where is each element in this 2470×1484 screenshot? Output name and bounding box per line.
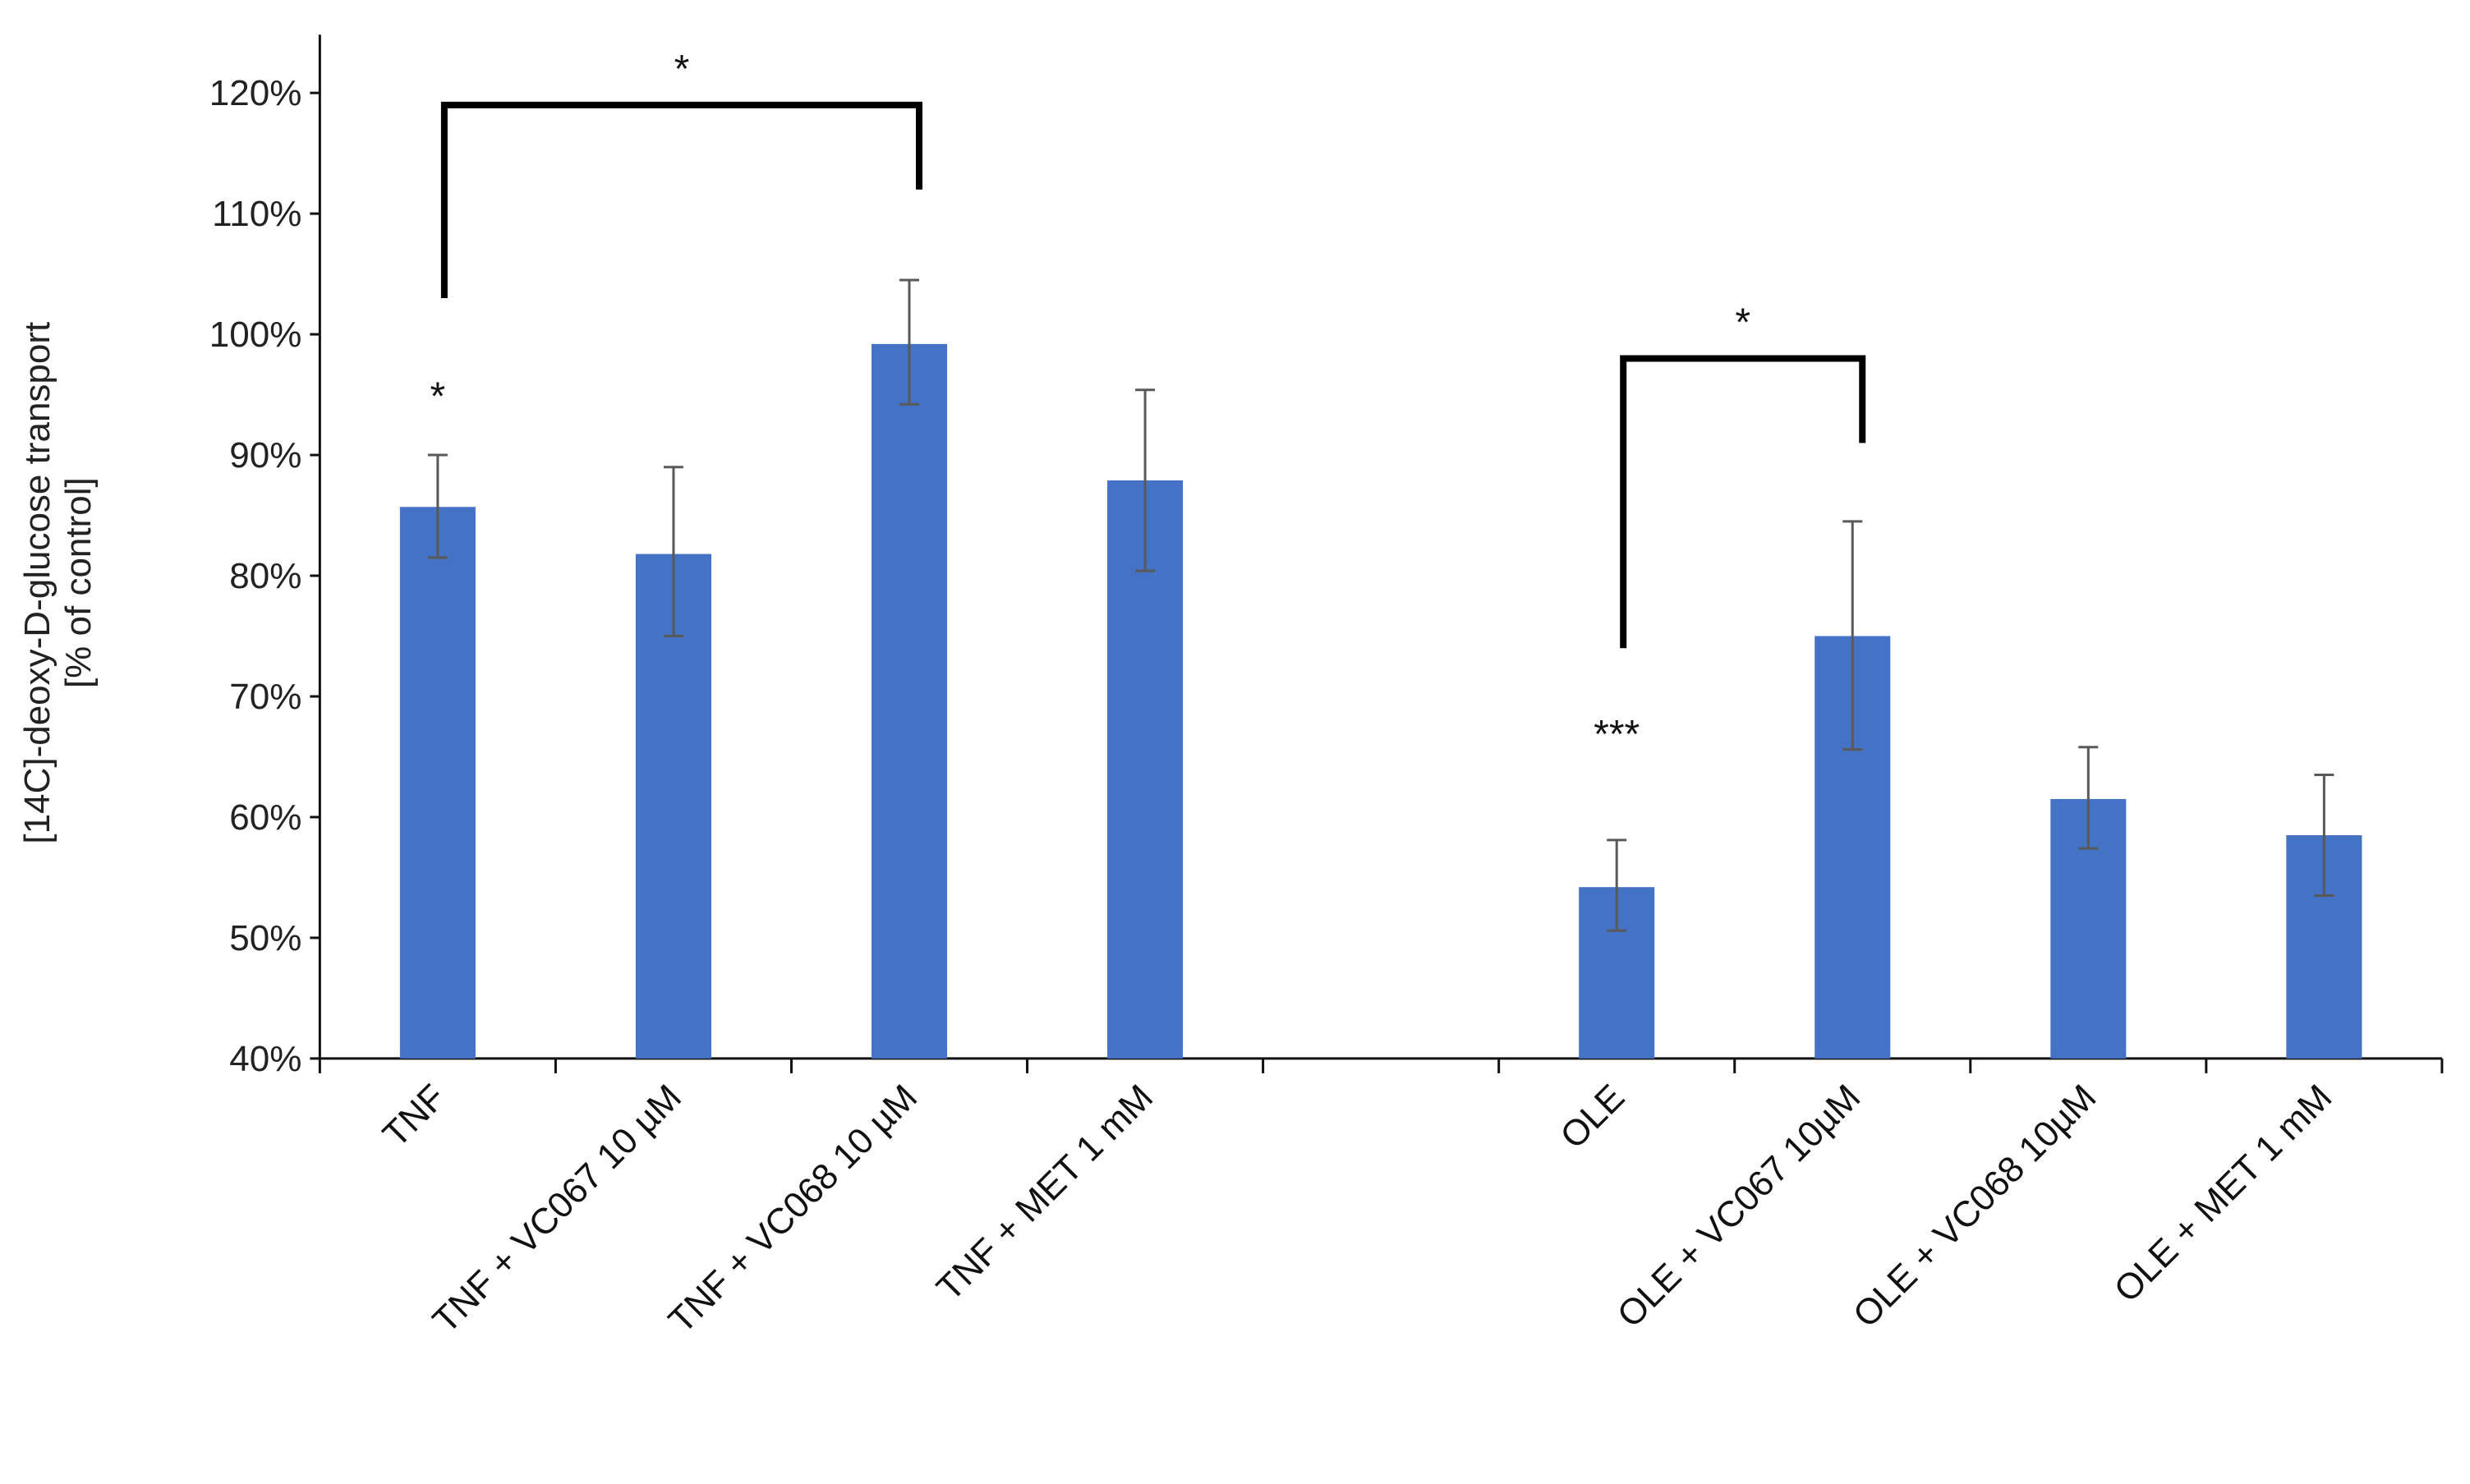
y-tick-label: 90% <box>229 435 301 476</box>
bar <box>1107 480 1184 1059</box>
significance-star: * <box>674 48 690 91</box>
bars <box>399 343 2362 1059</box>
y-tick-label: 50% <box>229 918 301 958</box>
significance-bracket <box>1620 355 1866 649</box>
y-tick-label: 70% <box>229 677 301 717</box>
x-category-label: OLE <box>1552 1077 1632 1156</box>
significance-star: * <box>430 375 446 419</box>
x-category-label: OLE + VC067 10µM <box>1610 1077 1869 1335</box>
error-bars <box>427 278 2334 932</box>
x-category-label: TNF <box>375 1077 453 1155</box>
x-category-label: TNF + VC067 10 µM <box>425 1077 689 1340</box>
y-tick-label: 100% <box>209 315 302 355</box>
x-axis <box>318 1057 2444 1073</box>
significance-annotations: ****** <box>430 48 1866 756</box>
significance-bracket <box>440 101 923 299</box>
y-axis: 40% 50% 60% 70% 80% 90% 100% 110% 120% <box>209 34 321 1079</box>
y-axis-title-line2: [% of control] <box>58 477 99 688</box>
y-tick-label: 80% <box>229 556 301 596</box>
x-category-label: OLE + MET 1 mM <box>2107 1077 2340 1310</box>
y-axis-title-line1: [14C]-deoxy-D-glucose transport <box>17 322 57 844</box>
y-tick-label: 110% <box>212 194 301 234</box>
significance-star: *** <box>1594 713 1640 756</box>
bar <box>635 554 711 1059</box>
y-tick-label: 120% <box>209 73 302 113</box>
significance-star: * <box>1735 301 1750 344</box>
bar <box>399 507 476 1059</box>
x-category-label: TNF + VC068 10 µM <box>661 1077 925 1340</box>
y-tick-label: 60% <box>229 797 301 838</box>
y-tick-label: 40% <box>229 1039 301 1079</box>
x-category-label: OLE + VC068 10µM <box>1846 1077 2104 1335</box>
bar <box>871 343 948 1059</box>
x-category-label: TNF + MET 1 mM <box>929 1077 1161 1308</box>
y-axis-label: [14C]-deoxy-D-glucose transport [% of con… <box>17 322 99 844</box>
